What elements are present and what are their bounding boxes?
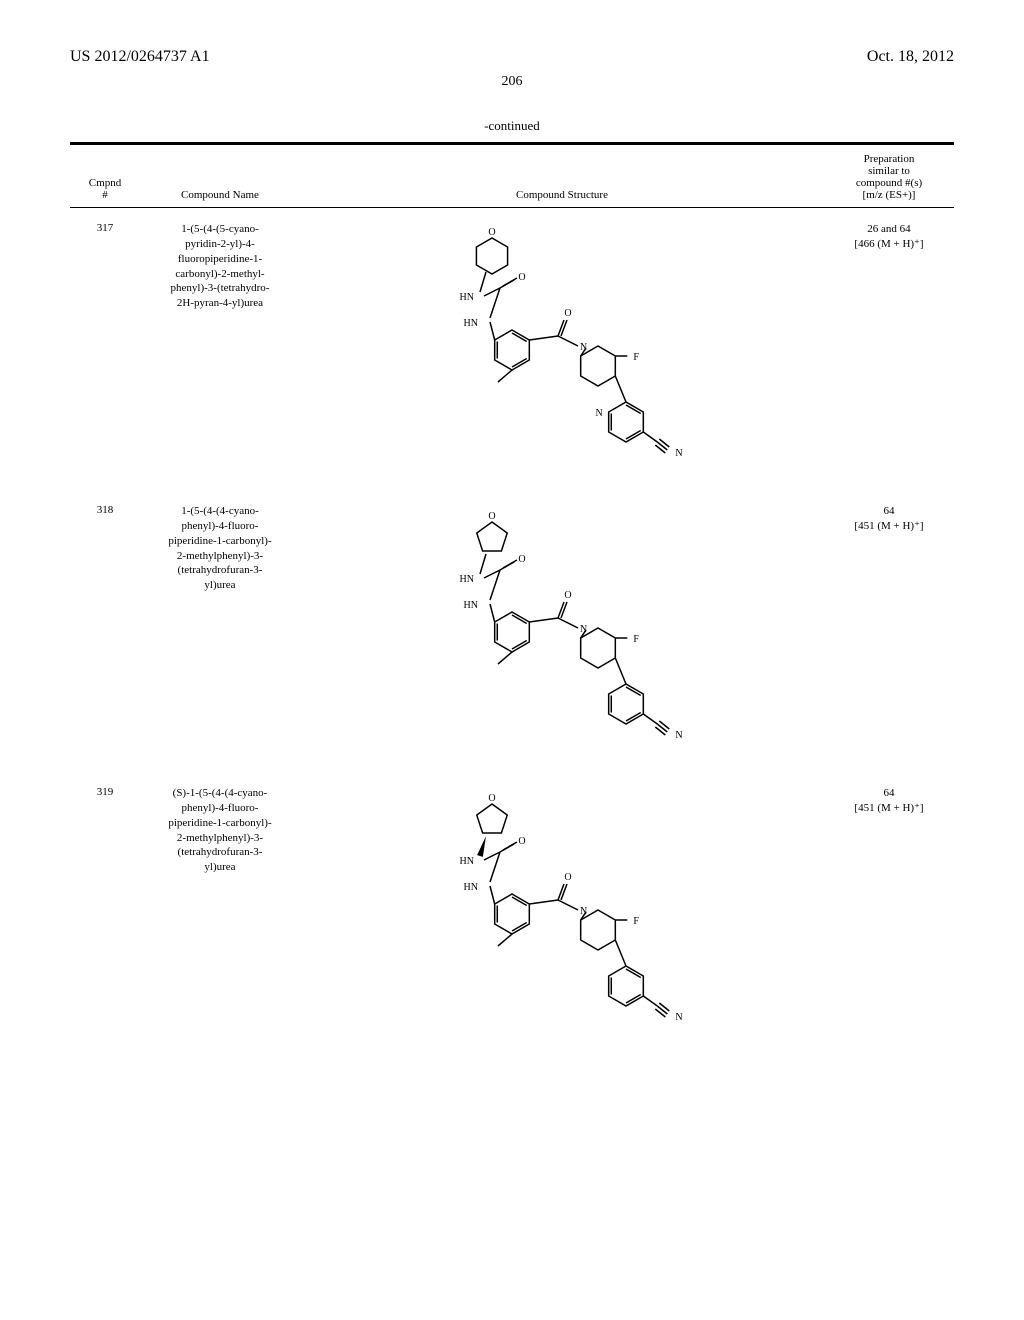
cell-compound-structure: OHNOHNONFN	[300, 500, 824, 768]
svg-text:N: N	[675, 730, 682, 741]
cell-compound-structure: OHNOHNONFN	[300, 782, 824, 1050]
svg-text:F: F	[633, 352, 639, 363]
cell-compound-name: (S)-1-(5-(4-(4-cyano-phenyl)-4-fluoro-pi…	[140, 782, 300, 875]
table-row: 3171-(5-(4-(5-cyano-pyridin-2-yl)-4-fluo…	[70, 208, 954, 490]
table-body: 3171-(5-(4-(5-cyano-pyridin-2-yl)-4-fluo…	[70, 208, 954, 1054]
col-header-cmpd-num: Cmpnd#	[70, 177, 140, 201]
col-header-structure: Compound Structure	[300, 189, 824, 201]
col-header-prep: Preparationsimilar tocompound #(s)[m/z (…	[824, 153, 954, 201]
cell-prep: 26 and 64[466 (M + H)⁺]	[824, 218, 954, 252]
svg-text:O: O	[488, 227, 495, 238]
svg-text:O: O	[518, 554, 525, 565]
svg-text:F: F	[633, 634, 639, 645]
structure-diagram: OHNOHNONFN	[412, 790, 712, 1050]
cell-compound-name: 1-(5-(4-(4-cyano-phenyl)-4-fluoro-piperi…	[140, 500, 300, 593]
svg-text:HN: HN	[460, 292, 474, 303]
svg-text:HN: HN	[464, 882, 478, 893]
cell-cmpd-num: 318	[70, 500, 140, 516]
page-header: US 2012/0264737 A1 Oct. 18, 2012	[70, 48, 954, 66]
cell-cmpd-num: 319	[70, 782, 140, 798]
svg-text:HN: HN	[460, 856, 474, 867]
svg-text:HN: HN	[460, 574, 474, 585]
col-header-name: Compound Name	[140, 189, 300, 201]
svg-text:HN: HN	[464, 318, 478, 329]
table-header-row: Cmpnd# Compound Name Compound Structure …	[70, 145, 954, 208]
svg-text:O: O	[564, 590, 571, 601]
structure-diagram: OHNOHNONFNN	[412, 226, 712, 486]
svg-text:N: N	[595, 408, 602, 419]
table-row: 319(S)-1-(5-(4-(4-cyano-phenyl)-4-fluoro…	[70, 772, 954, 1054]
doc-date: Oct. 18, 2012	[867, 48, 954, 66]
svg-text:O: O	[518, 272, 525, 283]
table-continued-label: -continued	[70, 118, 954, 134]
cell-cmpd-num: 317	[70, 218, 140, 234]
svg-text:N: N	[675, 448, 682, 459]
cell-compound-structure: OHNOHNONFNN	[300, 218, 824, 486]
svg-text:O: O	[488, 793, 495, 804]
table-row: 3181-(5-(4-(4-cyano-phenyl)-4-fluoro-pip…	[70, 490, 954, 772]
cell-prep: 64[451 (M + H)⁺]	[824, 500, 954, 534]
page-number: 206	[70, 74, 954, 90]
doc-number: US 2012/0264737 A1	[70, 48, 210, 66]
svg-text:HN: HN	[464, 600, 478, 611]
svg-text:F: F	[633, 916, 639, 927]
cell-prep: 64[451 (M + H)⁺]	[824, 782, 954, 816]
svg-text:O: O	[564, 872, 571, 883]
structure-diagram: OHNOHNONFN	[412, 508, 712, 768]
svg-text:O: O	[488, 511, 495, 522]
cell-compound-name: 1-(5-(4-(5-cyano-pyridin-2-yl)-4-fluorop…	[140, 218, 300, 311]
svg-text:O: O	[564, 308, 571, 319]
svg-text:N: N	[675, 1012, 682, 1023]
svg-text:O: O	[518, 836, 525, 847]
